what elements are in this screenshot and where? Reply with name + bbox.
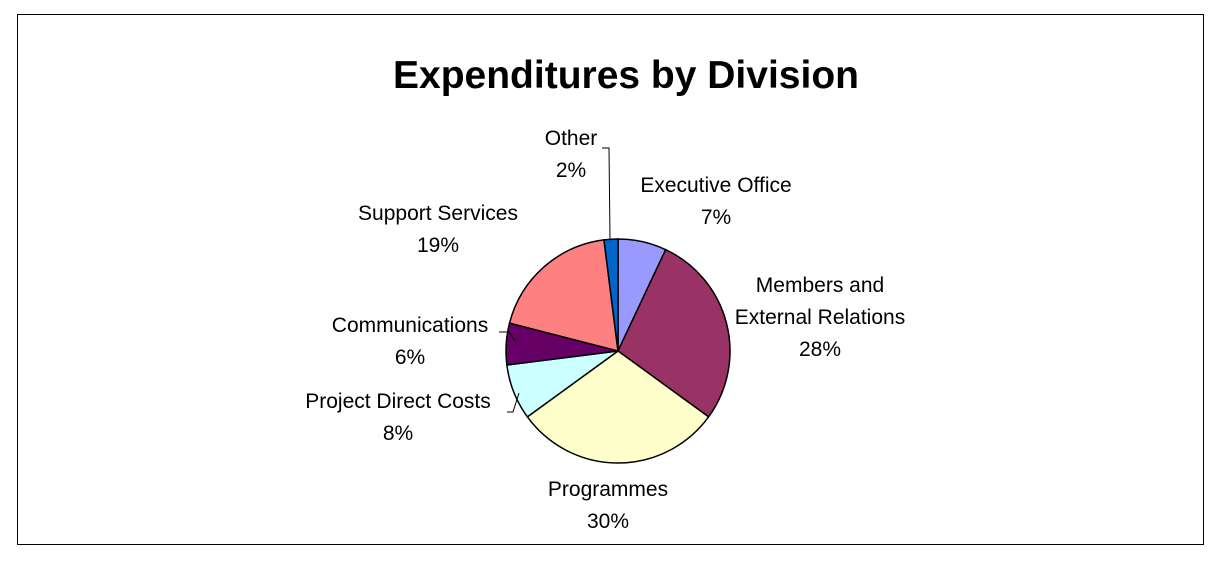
slice-label: Other 2% xyxy=(545,127,598,182)
leader-line xyxy=(507,392,520,413)
chart-title: Expenditures by Division xyxy=(393,54,859,97)
slice-label: Communications 6% xyxy=(332,314,488,369)
leader-line xyxy=(602,147,611,240)
slice-label: Programmes 30% xyxy=(548,478,668,533)
pie-slice-members-and-external-relations xyxy=(617,248,731,418)
slice-label: Executive Office 7% xyxy=(640,174,791,229)
slice-label: Project Direct Costs 8% xyxy=(305,390,491,445)
pie-slice-other xyxy=(603,238,619,352)
pie-slice-programmes xyxy=(526,350,710,464)
slice-label: Members and External Relations 28% xyxy=(735,274,905,361)
leader-line xyxy=(499,331,516,342)
pie-slice-support-services xyxy=(508,239,619,353)
slice-label: Support Services 19% xyxy=(358,202,518,257)
